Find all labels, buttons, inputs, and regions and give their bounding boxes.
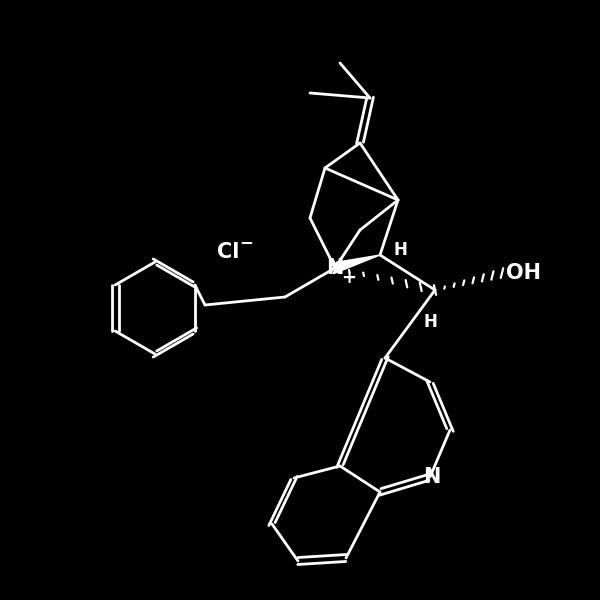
Text: −: − [239,233,253,251]
Text: N: N [424,467,440,487]
Text: H: H [393,241,407,259]
Text: +: + [341,269,356,287]
Text: OH: OH [506,263,541,283]
Polygon shape [334,255,380,274]
Text: H: H [423,313,437,331]
Text: N: N [326,258,344,278]
Text: Cl: Cl [217,242,239,262]
